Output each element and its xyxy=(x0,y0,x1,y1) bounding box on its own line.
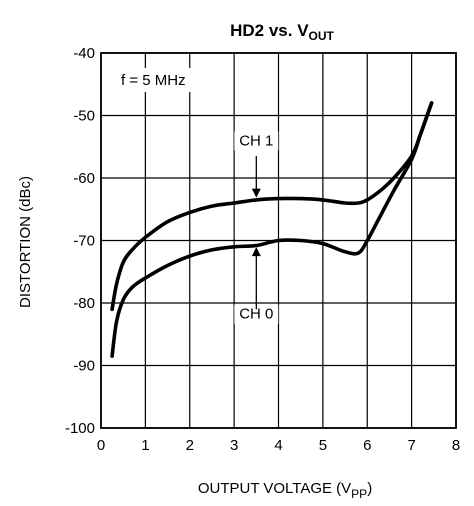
y-tick-label: -80 xyxy=(73,295,95,312)
callout-label-ch-1: CH 1 xyxy=(239,133,273,150)
frequency-annotation: f = 5 MHz xyxy=(121,72,186,89)
x-axis-label-main: OUTPUT VOLTAGE (V xyxy=(198,480,351,497)
x-tick-label: 0 xyxy=(97,437,105,454)
x-tick-label: 7 xyxy=(407,437,415,454)
callout-background-ch-0 xyxy=(234,304,279,324)
x-axis-label-close: ) xyxy=(367,480,372,497)
x-axis-label: OUTPUT VOLTAGE (VPP) xyxy=(198,480,372,501)
chart-title-subscript: OUT xyxy=(309,29,335,43)
annotation-background xyxy=(109,68,205,92)
x-tick-label: 2 xyxy=(186,437,194,454)
chart-title: HD2 vs. VOUT xyxy=(230,21,334,43)
x-tick-label: 5 xyxy=(319,437,327,454)
series-callouts: CH 1 CH 0 xyxy=(234,131,279,324)
y-tick-labels: -40 -50 -60 -70 -80 -90 -100 xyxy=(65,45,95,437)
series-line-ch-0 xyxy=(110,101,434,358)
x-axis-label-subscript: PP xyxy=(351,487,367,501)
plot-frame xyxy=(100,52,457,429)
y-tick-label: -50 xyxy=(73,108,95,125)
x-tick-label: 6 xyxy=(363,437,371,454)
callout-background-ch-1 xyxy=(234,131,279,151)
y-axis-label: DISTORTION (dBc) xyxy=(17,176,34,308)
y-tick-label: -100 xyxy=(65,420,95,437)
callout-arrowhead-ch-1 xyxy=(251,188,261,198)
x-tick-label: 1 xyxy=(141,437,149,454)
series-line-ch-1 xyxy=(110,101,434,312)
x-tick-label: 8 xyxy=(452,437,460,454)
x-tick-label: 4 xyxy=(274,437,282,454)
x-tick-labels: 0 1 2 3 4 5 6 7 8 xyxy=(97,437,460,454)
callout-label-ch-0: CH 0 xyxy=(239,306,273,323)
callout-arrowhead-ch-0 xyxy=(251,247,261,257)
chart-title-main: HD2 vs. V xyxy=(230,21,309,40)
y-tick-label: -40 xyxy=(73,45,95,62)
y-tick-label: -70 xyxy=(73,233,95,250)
y-tick-label: -90 xyxy=(73,358,95,375)
x-tick-label: 3 xyxy=(230,437,238,454)
y-tick-label: -60 xyxy=(73,170,95,187)
series-lines xyxy=(110,101,434,358)
